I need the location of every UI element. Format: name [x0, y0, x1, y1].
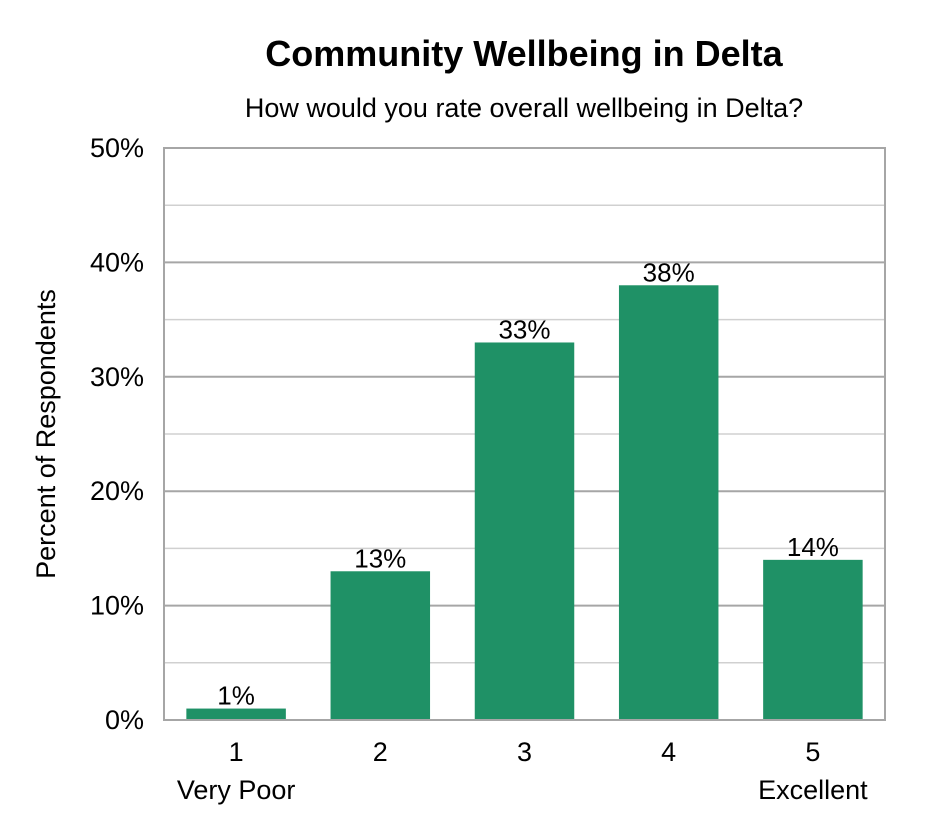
chart-title: Community Wellbeing in Delta [265, 33, 783, 74]
y-tick-label-30: 30% [90, 362, 144, 392]
bar-2 [330, 571, 431, 720]
x-tick-label-3: 3 [517, 737, 532, 767]
bar-5 [763, 559, 863, 720]
x-tick-sublabel-5: Excellent [758, 775, 868, 805]
x-tick-label-1: 1 [229, 737, 244, 767]
data-label-3: 33% [498, 314, 550, 344]
y-axis-label: Percent of Respondents [31, 289, 61, 579]
x-axis-ticks: 1 Very Poor 2 3 4 5 Excellent [177, 737, 868, 805]
y-tick-label-20: 20% [90, 476, 144, 506]
x-tick-label-2: 2 [373, 737, 388, 767]
x-tick-label-5: 5 [805, 737, 820, 767]
y-axis-ticks: 0% 10% 20% 30% 40% 50% [90, 133, 144, 735]
bar-1 [186, 708, 286, 720]
plot-frame [163, 147, 886, 721]
x-tick-sublabel-1: Very Poor [177, 775, 296, 805]
data-label-5: 14% [787, 532, 839, 562]
data-label-4: 38% [643, 257, 695, 287]
bar-3 [474, 342, 575, 720]
bar-4 [618, 285, 719, 720]
data-labels: 1% 13% 33% 38% 14% [217, 257, 839, 710]
data-label-2: 13% [354, 543, 406, 573]
data-label-1: 1% [217, 681, 255, 711]
y-tick-label-50: 50% [90, 133, 144, 163]
chart-subtitle: How would you rate overall wellbeing in … [245, 93, 803, 123]
x-tick-label-4: 4 [661, 737, 676, 767]
y-tick-label-10: 10% [90, 591, 144, 621]
y-tick-label-0: 0% [105, 705, 144, 735]
bars [186, 285, 863, 720]
y-tick-label-40: 40% [90, 247, 144, 277]
